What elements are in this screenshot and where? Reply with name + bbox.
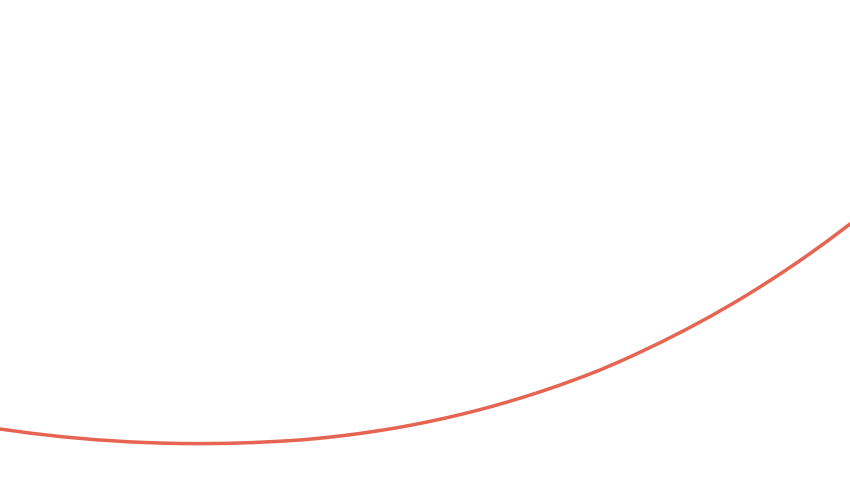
decorative-curve	[0, 222, 850, 446]
